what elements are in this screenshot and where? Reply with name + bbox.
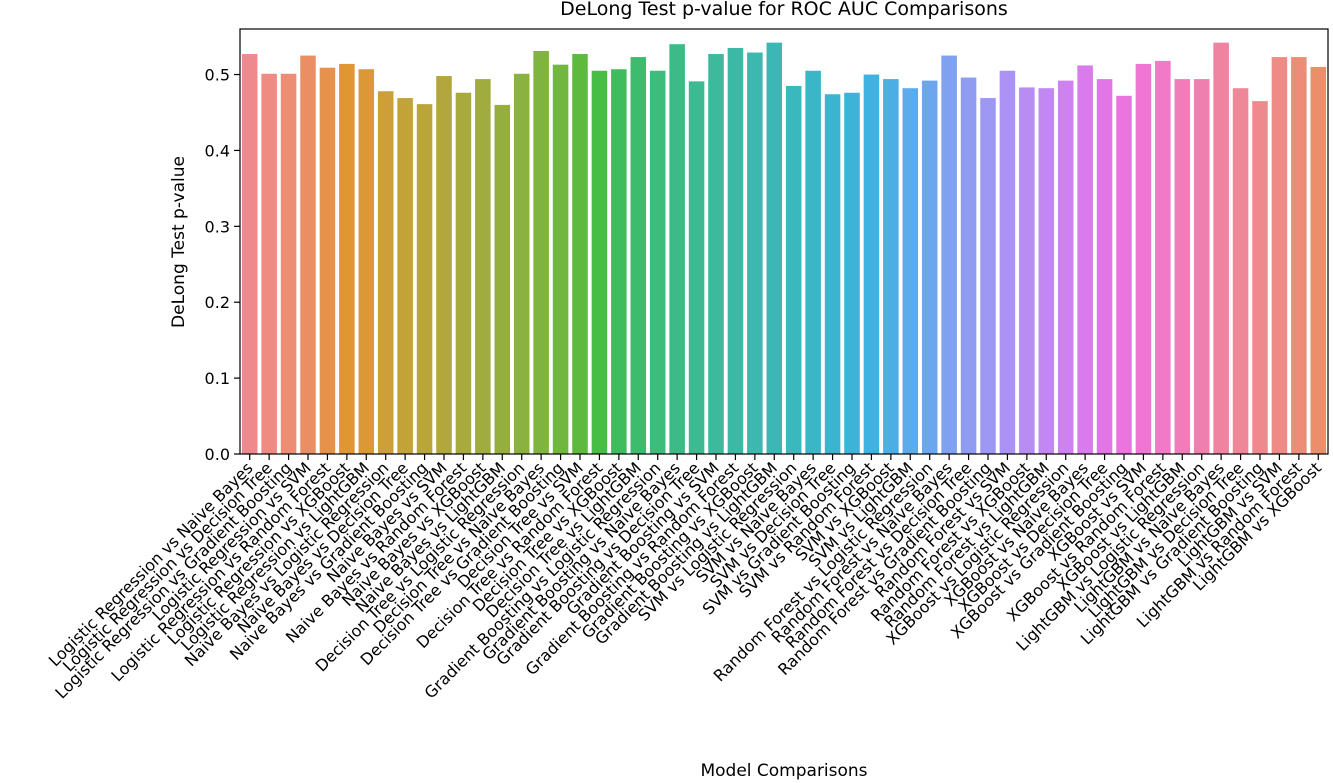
bar (416, 104, 433, 454)
bar (1116, 95, 1132, 454)
bar (708, 54, 724, 454)
bar (785, 85, 802, 455)
bar (980, 98, 996, 454)
bar (300, 55, 316, 455)
bar (513, 73, 530, 454)
bar (824, 94, 841, 455)
y-tick-label: 0.2 (205, 293, 230, 312)
bar (261, 73, 277, 454)
bar (475, 79, 491, 454)
bar (572, 54, 588, 454)
bar (533, 51, 549, 454)
x-axis: Logistic Regression vs Naive BayesLogist… (45, 454, 1325, 702)
bar (455, 92, 472, 454)
bar (377, 91, 394, 454)
bars-group (241, 42, 1327, 455)
bar (1271, 57, 1288, 454)
y-tick-label: 0.5 (205, 66, 230, 85)
y-axis-label: DeLong Test p-value (169, 156, 189, 328)
bar (921, 80, 938, 455)
bar (1019, 87, 1035, 454)
chart-title: DeLong Test p-value for ROC AUC Comparis… (560, 0, 1008, 20)
bar (1057, 80, 1074, 455)
y-tick-label: 0.1 (205, 369, 230, 388)
bar (863, 74, 880, 454)
y-tick-label: 0.0 (205, 445, 230, 464)
bar (747, 52, 763, 454)
bar (1193, 79, 1210, 454)
bar (1252, 101, 1268, 454)
bar (960, 77, 977, 454)
bar (883, 79, 899, 454)
bar (552, 64, 569, 455)
bar (591, 70, 608, 455)
bar (902, 88, 919, 454)
bar (1155, 60, 1171, 455)
bar (688, 81, 705, 455)
bar (941, 55, 957, 455)
bar (1077, 65, 1093, 455)
bar (1174, 79, 1191, 454)
bar (436, 76, 452, 455)
bar (339, 63, 355, 454)
bar (358, 69, 375, 454)
bar (1096, 79, 1113, 454)
bar (649, 70, 666, 455)
plot-frame (239, 28, 1329, 455)
x-axis-label: Model Comparisons (700, 761, 867, 781)
bar (1135, 63, 1152, 454)
bar (1310, 66, 1327, 454)
bar (611, 69, 627, 454)
bar (494, 104, 511, 454)
bar (844, 92, 860, 454)
bar (766, 42, 783, 454)
bar (397, 98, 413, 454)
bar (1291, 57, 1307, 454)
y-tick-label: 0.4 (205, 141, 230, 160)
bar (1038, 88, 1055, 454)
bar (241, 54, 258, 454)
bar (1213, 42, 1229, 454)
y-tick-label: 0.3 (205, 217, 230, 236)
y-axis: 0.0 0.1 0.2 0.3 0.4 0.5 (205, 66, 240, 464)
bar (669, 44, 685, 455)
bar (999, 70, 1016, 455)
bar (1232, 88, 1249, 454)
bar (727, 47, 744, 454)
bar (280, 73, 297, 454)
bar (630, 57, 647, 454)
bar (319, 67, 336, 455)
bar (805, 70, 821, 455)
